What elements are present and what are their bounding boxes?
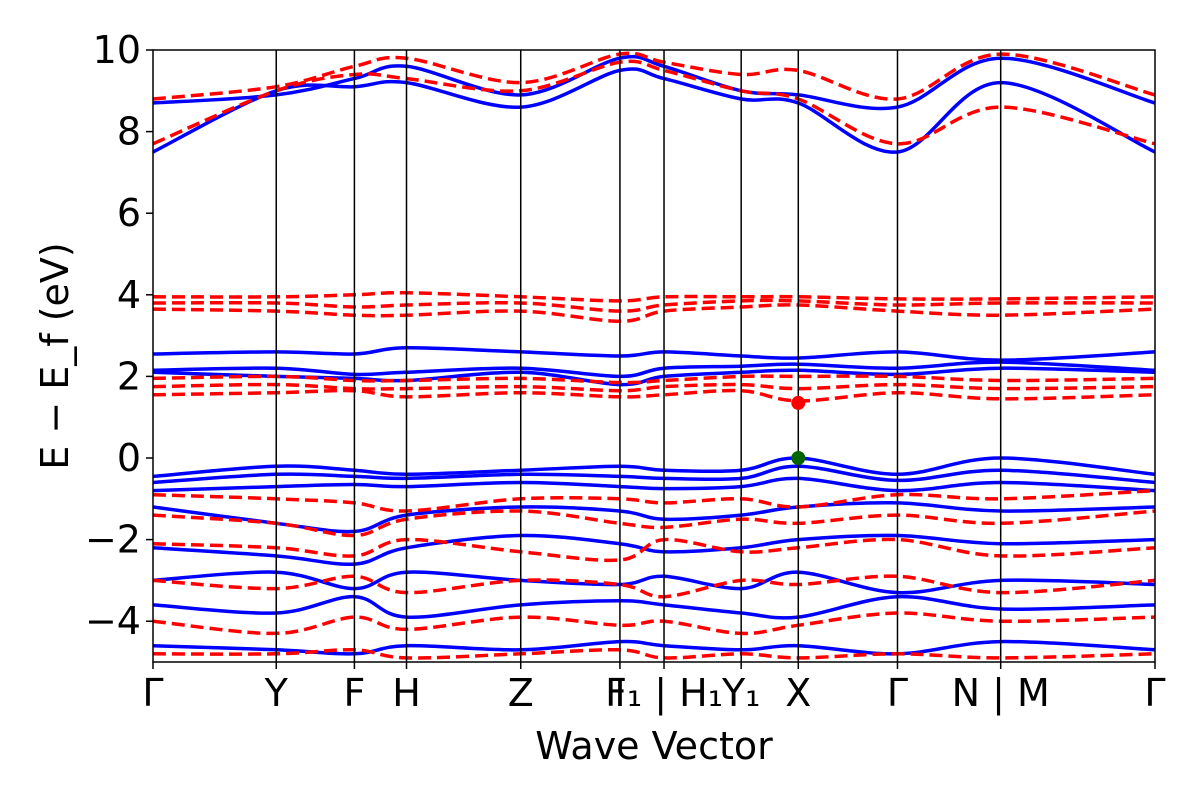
y-axis-title: E − E_f (eV) [33,242,77,470]
x-tick-label-2: F [343,671,365,715]
spin-down-band-10 [153,537,1155,563]
spin-down-band-7 [153,51,1155,101]
y-tick-label: 4 [117,273,141,317]
x-tick-label-6: F₁ | H₁ [605,671,723,716]
spin-down-band-2 [153,374,1155,385]
spin-up-band-5 [153,366,1155,387]
x-tick-label-8: X [785,671,811,715]
x-tick-label-11: Γ [1144,671,1165,715]
y-tick-label: 0 [117,436,141,480]
x-tick-label-9: Γ [887,671,908,715]
spin-down-band-8 [153,488,1155,513]
spin-down-band-4 [153,298,1155,313]
spin-down-band-13 [153,647,1155,660]
spin-up-band-9 [153,533,1155,566]
x-tick-label-3: H [392,671,421,715]
spin-up-band-12 [153,639,1155,656]
y-axis-ticks: −4 −2 0 2 4 6 8 10 [85,28,153,643]
spin-down-band-5 [153,290,1155,303]
spin-down-band-12 [153,611,1155,636]
cbm-marker [791,395,806,410]
x-tick-label-10: N | M [952,671,1050,716]
plot-frame [152,49,1156,663]
spin-down-band-1 [153,382,1155,393]
spin-up-band-2 [153,476,1155,493]
y-tick-label: −2 [85,518,141,562]
spin-up-band-7 [153,54,1155,111]
spin-up-band-6 [153,67,1155,154]
y-tick-label: 6 [117,191,141,235]
band-edge-markers [791,395,806,465]
y-tick-label: 10 [93,28,141,72]
high-symmetry-lines [275,50,1002,662]
x-tick-label-5: I [614,671,625,715]
spin-up-band-3 [153,360,1155,379]
spin-up-band-1 [153,464,1155,485]
spin-up-band-4 [153,346,1155,362]
y-tick-label: −4 [85,599,141,643]
band-lines [153,51,1155,660]
spin-down-band-6 [153,59,1155,146]
x-tick-label-4: Z [508,671,534,715]
spin-up-band-8 [153,501,1155,534]
spin-down-band-9 [153,509,1155,538]
x-tick-label-1: Y [264,671,289,715]
spin-down-band-11 [153,574,1155,599]
spin-up-band-10 [153,570,1155,595]
spin-up-band-0 [153,456,1155,479]
x-tick-label-0: Γ [142,671,163,715]
spin-down-band-0 [153,388,1155,403]
spin-down-band-3 [153,303,1155,324]
y-tick-label: 2 [117,354,141,398]
vbm-marker [791,451,806,465]
x-tick-label-7: Y₁ [721,671,760,715]
x-axis-title: Wave Vector [535,724,773,768]
y-tick-label: 8 [117,110,141,154]
spin-up-band-11 [153,594,1155,620]
